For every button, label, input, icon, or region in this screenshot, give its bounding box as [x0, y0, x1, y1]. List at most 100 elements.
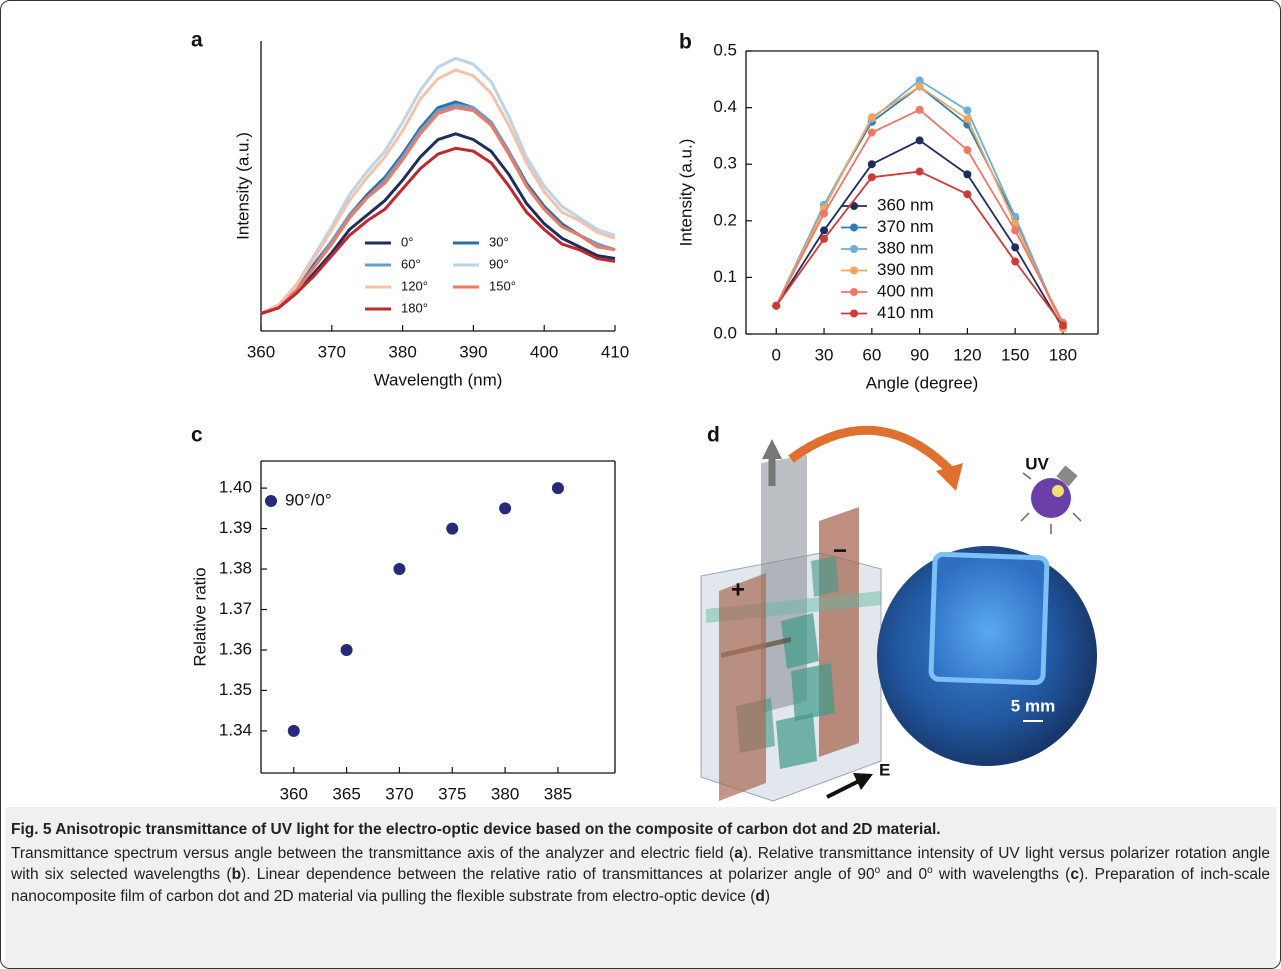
caption-text: o [927, 864, 933, 876]
panel-label: a [191, 29, 203, 52]
data-point [551, 482, 564, 495]
panel-label: b [679, 31, 692, 54]
y-axis-label: Intensity (a.u.) [233, 132, 252, 240]
data-point [915, 136, 924, 145]
legend-marker [850, 266, 858, 275]
data-point [915, 76, 924, 85]
data-point [820, 234, 829, 243]
data-point [393, 563, 406, 576]
data-point [1011, 257, 1020, 266]
caption-title: Fig. 5 Anisotropic transmittance of UV l… [11, 821, 941, 838]
legend-label: 60° [401, 256, 421, 271]
legend-label: 30° [489, 234, 509, 249]
uv-label: UV [1025, 454, 1049, 473]
data-point [963, 106, 972, 115]
data-point [1011, 243, 1020, 252]
caption-text: c [1070, 866, 1079, 883]
legend-label: 400 nm [877, 281, 934, 300]
caption-text: o [874, 864, 881, 876]
x-tick-label: 360 [280, 784, 308, 803]
data-point [915, 82, 924, 91]
legend-marker [265, 495, 277, 507]
data-point [867, 173, 876, 182]
legend-label: 390 nm [877, 260, 934, 279]
x-tick-label: 30 [815, 345, 834, 364]
y-tick-label: 0.2 [713, 210, 737, 229]
x-tick-label: 380 [491, 784, 519, 803]
legend-label: 360 nm [877, 195, 934, 214]
data-point [915, 105, 924, 114]
legend-marker [850, 309, 858, 318]
x-tick-label: 150 [1001, 345, 1029, 364]
y-tick-label: 0.1 [713, 267, 737, 286]
legend-label: 0° [401, 234, 413, 249]
data-point [1058, 321, 1067, 330]
series-line [260, 146, 616, 316]
data-point [446, 522, 459, 535]
legend-label: 90°/0° [285, 490, 332, 509]
x-tick-label: 385 [544, 784, 572, 803]
x-tick-label: 370 [318, 342, 346, 361]
caption-text: and 0 [880, 866, 928, 883]
x-tick-label: 370 [385, 784, 413, 803]
data-point [867, 113, 876, 122]
data-point [820, 226, 829, 235]
figure-panels: a b c d + − E UV 5 mm 360 370 380 390 400 410… [190, 29, 1099, 803]
caption-text: a [734, 844, 743, 862]
y-axis-label: Intensity (a.u.) [676, 139, 695, 247]
caption-text: with wavelengths ( [932, 866, 1071, 883]
y-tick-label: 1.34 [219, 720, 252, 739]
x-tick-label: 60 [862, 345, 881, 364]
data-point [963, 114, 972, 123]
y-tick-label: 1.36 [219, 639, 252, 658]
caption-text: ) [764, 887, 771, 905]
legend-label: 120° [401, 278, 428, 293]
legend-label: 370 nm [877, 217, 934, 236]
caption-text: ). Relative transmittance intensity of U… [11, 844, 1270, 884]
plus-label: + [731, 576, 745, 603]
data-point [820, 209, 829, 218]
x-tick-label: 0 [772, 345, 781, 364]
data-point [772, 301, 781, 310]
data-point [963, 170, 972, 179]
legend-label: 410 nm [877, 303, 934, 322]
y-tick-label: 1.40 [219, 478, 252, 497]
legend-label: 150° [489, 278, 516, 293]
data-point [1011, 226, 1020, 235]
caption-text: Transmittance spectrum versus angle betw… [11, 844, 735, 862]
x-tick-label: 365 [332, 784, 360, 803]
data-point [340, 643, 353, 656]
legend-marker [850, 223, 858, 232]
caption-text: d [755, 887, 765, 905]
legend-label: 380 nm [877, 238, 934, 257]
x-tick-label: 375 [438, 784, 466, 803]
x-tick-label: 410 [601, 342, 629, 361]
field-label: E [879, 760, 890, 779]
caption-text: b [231, 866, 242, 883]
panel-label: d [707, 424, 720, 447]
y-axis-label: Relative ratio [190, 567, 209, 666]
caption: Fig. 5 Anisotropic transmittance of UV l… [5, 807, 1276, 968]
y-tick-label: 1.38 [219, 559, 252, 578]
legend-label: 90° [489, 256, 509, 271]
x-tick-label: 380 [388, 342, 416, 361]
panel-label: c [191, 424, 203, 447]
y-tick-label: 1.37 [219, 599, 252, 618]
x-tick-label: 180 [1049, 345, 1077, 364]
x-tick-label: 400 [530, 342, 558, 361]
series-line [260, 132, 616, 316]
series-line [260, 56, 616, 315]
y-tick-label: 1.35 [219, 680, 252, 699]
data-point [963, 190, 972, 199]
legend-marker [850, 288, 858, 296]
data-point [867, 128, 876, 137]
series-line [260, 103, 616, 316]
series-line [260, 68, 616, 315]
x-tick-label: 120 [953, 345, 981, 364]
scale-label: 5 mm [1011, 696, 1055, 715]
x-tick-label: 360 [247, 342, 275, 361]
y-tick-label: 1.39 [219, 518, 252, 537]
data-point [963, 146, 972, 155]
x-axis-label: Angle (degree) [866, 373, 978, 392]
